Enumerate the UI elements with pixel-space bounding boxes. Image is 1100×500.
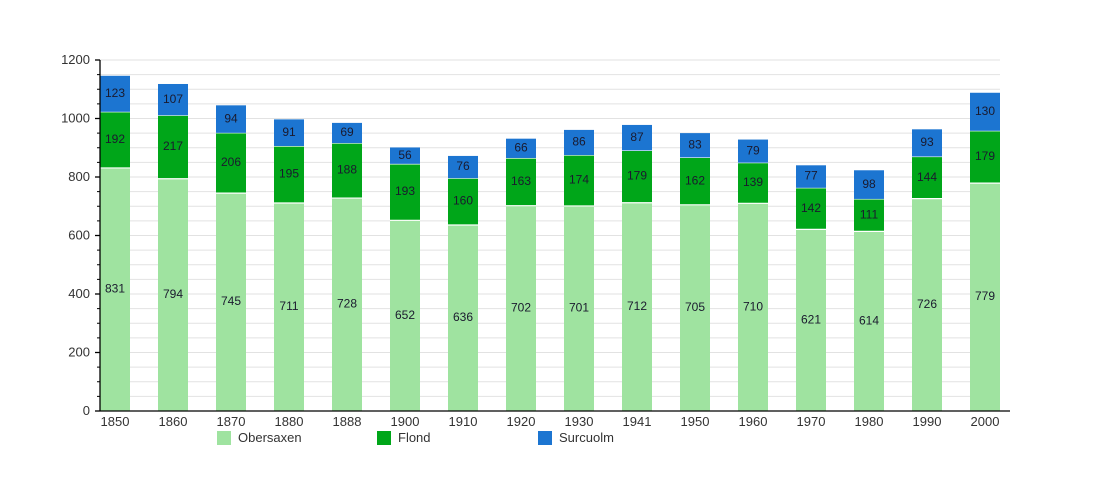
svg-text:600: 600: [68, 228, 90, 243]
svg-text:87: 87: [630, 130, 644, 144]
svg-text:1930: 1930: [565, 414, 594, 429]
svg-text:123: 123: [105, 86, 125, 100]
svg-text:1850: 1850: [101, 414, 130, 429]
svg-text:1990: 1990: [913, 414, 942, 429]
svg-text:1860: 1860: [159, 414, 188, 429]
svg-text:710: 710: [743, 299, 763, 313]
svg-text:Surcuolm: Surcuolm: [559, 430, 614, 445]
svg-text:726: 726: [917, 297, 937, 311]
svg-text:111: 111: [860, 207, 879, 221]
svg-text:93: 93: [920, 135, 934, 149]
svg-text:83: 83: [688, 137, 702, 151]
svg-text:107: 107: [163, 92, 183, 106]
svg-text:800: 800: [68, 169, 90, 184]
svg-text:163: 163: [511, 174, 531, 188]
svg-text:0: 0: [83, 403, 90, 418]
svg-text:1980: 1980: [855, 414, 884, 429]
svg-text:Obersaxen: Obersaxen: [238, 430, 302, 445]
svg-text:652: 652: [395, 308, 415, 322]
svg-text:711: 711: [279, 299, 298, 313]
svg-text:794: 794: [163, 287, 183, 301]
svg-text:1888: 1888: [333, 414, 362, 429]
svg-text:728: 728: [337, 297, 357, 311]
svg-text:130: 130: [975, 104, 995, 118]
svg-text:69: 69: [340, 125, 354, 139]
svg-text:160: 160: [453, 194, 473, 208]
svg-text:705: 705: [685, 300, 705, 314]
svg-text:745: 745: [221, 294, 241, 308]
svg-text:179: 179: [975, 149, 995, 163]
svg-text:2000: 2000: [971, 414, 1000, 429]
svg-text:193: 193: [395, 184, 415, 198]
svg-text:139: 139: [743, 175, 763, 189]
svg-text:1920: 1920: [507, 414, 536, 429]
svg-text:94: 94: [224, 111, 238, 125]
svg-text:1000: 1000: [61, 111, 90, 126]
svg-text:174: 174: [569, 173, 589, 187]
svg-text:162: 162: [685, 173, 705, 187]
svg-text:1941: 1941: [623, 414, 652, 429]
svg-text:206: 206: [221, 155, 241, 169]
svg-text:701: 701: [569, 301, 589, 315]
svg-text:195: 195: [279, 167, 299, 181]
svg-text:66: 66: [514, 141, 528, 155]
svg-text:188: 188: [337, 163, 357, 177]
svg-text:179: 179: [627, 169, 647, 183]
svg-text:Flond: Flond: [398, 430, 431, 445]
svg-text:56: 56: [398, 148, 412, 162]
svg-text:614: 614: [859, 313, 879, 327]
svg-text:1870: 1870: [217, 414, 246, 429]
svg-text:1910: 1910: [449, 414, 478, 429]
svg-text:712: 712: [627, 299, 647, 313]
svg-text:77: 77: [804, 169, 818, 183]
svg-text:1970: 1970: [797, 414, 826, 429]
svg-text:1880: 1880: [275, 414, 304, 429]
svg-text:400: 400: [68, 286, 90, 301]
svg-text:200: 200: [68, 345, 90, 360]
svg-text:636: 636: [453, 310, 473, 324]
svg-text:1950: 1950: [681, 414, 710, 429]
svg-text:217: 217: [163, 139, 183, 153]
svg-text:1200: 1200: [61, 52, 90, 67]
svg-text:79: 79: [746, 143, 760, 157]
svg-text:702: 702: [511, 301, 531, 315]
svg-text:76: 76: [456, 159, 470, 173]
svg-text:144: 144: [917, 170, 937, 184]
svg-text:1960: 1960: [739, 414, 768, 429]
svg-text:621: 621: [801, 312, 821, 326]
svg-text:91: 91: [282, 125, 296, 139]
svg-text:1900: 1900: [391, 414, 420, 429]
svg-text:98: 98: [862, 177, 876, 191]
svg-text:831: 831: [105, 282, 125, 296]
svg-text:779: 779: [975, 289, 995, 303]
svg-text:86: 86: [572, 135, 586, 149]
svg-text:192: 192: [105, 132, 125, 146]
svg-text:142: 142: [801, 201, 821, 215]
